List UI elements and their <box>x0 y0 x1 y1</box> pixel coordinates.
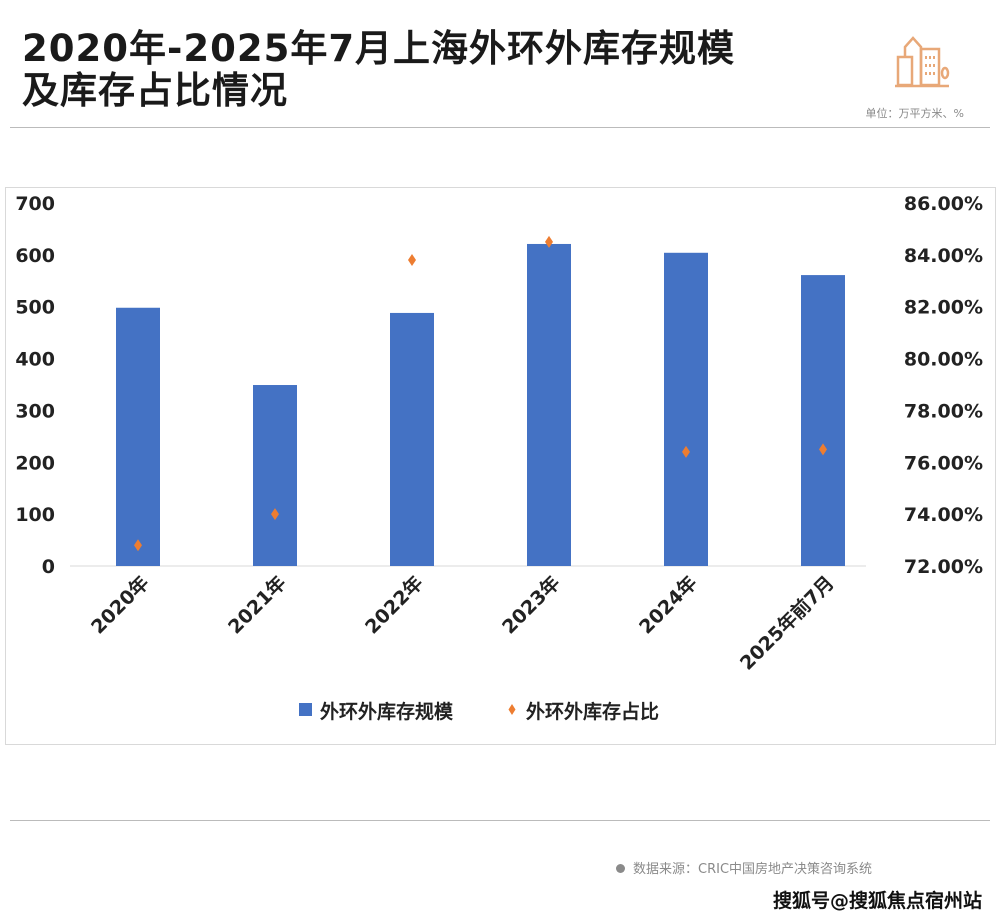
y-left-tick: 700 <box>15 193 55 215</box>
footer-divider <box>10 820 990 821</box>
scatter-point <box>271 508 279 521</box>
bullet-icon <box>616 864 625 873</box>
bar <box>664 252 708 567</box>
scatter-point <box>819 443 827 456</box>
bar <box>253 385 297 566</box>
y-right-tick: 80.00% <box>904 349 983 371</box>
y-left-tick: 400 <box>15 349 55 371</box>
bar <box>527 243 571 566</box>
y-left-tick: 100 <box>15 504 55 526</box>
legend-bar-label: 外环外库存规模 <box>320 700 454 723</box>
y-right-tick: 76.00% <box>904 452 983 474</box>
x-tick-label: 2022年 <box>360 571 427 638</box>
x-tick-label: 2020年 <box>86 571 153 638</box>
scatter-point <box>134 539 142 552</box>
legend-scatter-label: 外环外库存占比 <box>526 700 659 723</box>
y-right-tick: 72.00% <box>904 556 983 578</box>
chart: 0 100 200 300 400 500 600 700 72.00% 74.00% 76.00%… <box>15 193 983 723</box>
y-left-tick: 300 <box>15 400 55 422</box>
chart-frame <box>5 187 996 745</box>
y-right-tick: 82.00% <box>904 297 983 319</box>
y-left-tick: 600 <box>15 245 55 267</box>
legend-bar-swatch <box>299 703 312 716</box>
scatter-point <box>545 235 553 248</box>
y-right-tick: 86.00% <box>904 193 983 215</box>
source-text: 数据来源：CRIC中国房地产决策咨询系统 <box>633 862 873 877</box>
y-right-tick: 74.00% <box>904 504 983 526</box>
x-tick-label: 2023年 <box>497 571 564 638</box>
legend-scatter-swatch <box>508 704 516 715</box>
y-left-tick: 200 <box>15 452 55 474</box>
bar <box>390 312 434 566</box>
title-line-2: 及库存占比情况 <box>22 69 288 112</box>
buildings-icon <box>895 36 950 88</box>
title-line-1: 2020年-2025年7月上海外环外库存规模 <box>22 27 736 70</box>
bar <box>116 307 160 566</box>
watermark: 搜狐号@搜狐焦点宿州站 <box>772 890 982 912</box>
header-divider <box>10 127 990 128</box>
unit-label: 单位：万平方米、% <box>865 107 964 120</box>
x-tick-label: 2024年 <box>634 571 701 638</box>
y-right-tick: 78.00% <box>904 400 983 422</box>
y-right-tick: 84.00% <box>904 245 983 267</box>
page-title: 2020年-2025年7月上海外环外库存规模 及库存占比情况 <box>22 28 735 112</box>
x-tick-label: 2021年 <box>223 571 290 638</box>
bar <box>801 275 845 566</box>
y-left-tick: 0 <box>42 556 55 578</box>
data-source: 数据来源：CRIC中国房地产决策咨询系统 <box>616 858 872 877</box>
scatter-point <box>682 445 690 458</box>
scatter-point <box>408 254 416 267</box>
x-tick-label: 2025年前7月 <box>735 571 838 674</box>
y-left-tick: 500 <box>15 297 55 319</box>
